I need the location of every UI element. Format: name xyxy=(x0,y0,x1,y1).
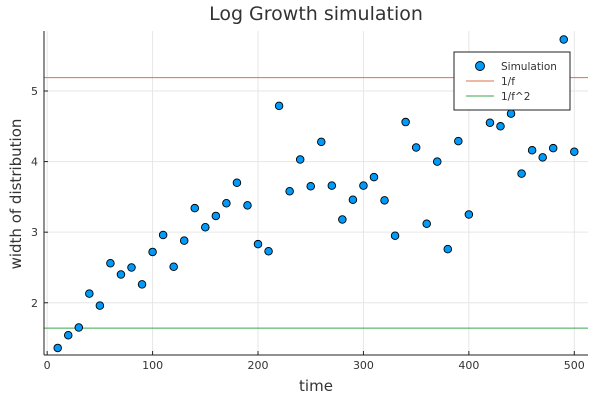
y-tick-label: 2 xyxy=(31,297,38,310)
scatter-point xyxy=(338,215,347,224)
x-tick-label: 300 xyxy=(353,359,374,372)
scatter-point xyxy=(380,196,389,205)
scatter-points xyxy=(53,35,579,353)
chart-title: Log Growth simulation xyxy=(209,3,423,25)
scatter-point xyxy=(527,146,537,155)
scatter-point xyxy=(190,203,200,213)
scatter-point xyxy=(538,153,547,162)
scatter-point xyxy=(317,137,326,147)
scatter-point xyxy=(74,323,84,332)
x-tick-label: 200 xyxy=(248,359,269,372)
scatter-point xyxy=(369,172,379,182)
scatter-point xyxy=(158,230,168,240)
scatter-point xyxy=(137,280,147,289)
y-tick-label: 4 xyxy=(31,156,38,169)
scatter-point xyxy=(127,263,136,272)
scatter-point xyxy=(211,211,221,221)
legend-label-1-f: 1/f xyxy=(501,76,515,88)
reference-lines xyxy=(44,77,588,329)
scatter-point xyxy=(443,244,453,254)
legend-marker-simulation xyxy=(475,61,485,71)
scatter-point xyxy=(422,219,431,228)
scatter-point xyxy=(116,270,126,279)
scatter-point xyxy=(148,247,157,257)
scatter-point xyxy=(401,117,410,127)
scatter-point xyxy=(274,101,284,111)
scatter-point xyxy=(454,136,463,146)
scatter-point xyxy=(506,109,516,118)
tick-labels: 0 100 200 300 400 500 2 3 4 5 xyxy=(31,85,585,372)
scatter-point xyxy=(295,155,305,164)
scatter-point xyxy=(327,181,337,190)
x-tick-label: 0 xyxy=(44,359,51,372)
x-axis-label: time xyxy=(299,377,333,395)
scatter-point xyxy=(559,35,569,44)
scatter-point xyxy=(359,181,368,190)
scatter-point xyxy=(285,186,294,196)
legend: Simulation 1/f 1/f^2 xyxy=(453,51,571,111)
scatter-point xyxy=(169,262,178,272)
scatter-point xyxy=(548,143,558,153)
scatter-point xyxy=(411,143,421,152)
scatter-point xyxy=(222,198,231,208)
scatter-point xyxy=(53,343,62,353)
scatter-point xyxy=(106,258,115,268)
scatter-point xyxy=(85,289,94,298)
scatter-point xyxy=(570,147,579,156)
scatter-point xyxy=(232,178,242,188)
y-axis-label: width of distribution xyxy=(7,119,25,270)
scatter-point xyxy=(432,157,442,166)
scatter-point xyxy=(179,236,189,245)
scatter-point xyxy=(496,122,505,131)
plot-axes xyxy=(43,31,588,356)
scatter-point xyxy=(243,201,252,210)
scatter-point xyxy=(264,246,273,256)
scatter-point xyxy=(485,118,495,128)
scatter-point xyxy=(95,301,105,310)
y-tick-label: 3 xyxy=(31,226,38,239)
x-tick-label: 500 xyxy=(564,359,585,372)
scatter-point xyxy=(348,195,358,204)
scatter-point xyxy=(63,330,73,340)
scatter-point xyxy=(201,222,210,232)
scatter-point xyxy=(517,169,526,178)
legend-label-1-f-2: 1/f^2 xyxy=(501,91,530,103)
x-tick-label: 100 xyxy=(142,359,163,372)
scatter-point xyxy=(253,239,263,249)
y-tick-label: 5 xyxy=(31,85,38,98)
legend-label-simulation: Simulation xyxy=(501,61,557,73)
scatter-point xyxy=(306,182,315,191)
x-tick-label: 400 xyxy=(458,359,479,372)
scatter-point xyxy=(464,210,474,219)
scatter-point xyxy=(390,231,400,240)
